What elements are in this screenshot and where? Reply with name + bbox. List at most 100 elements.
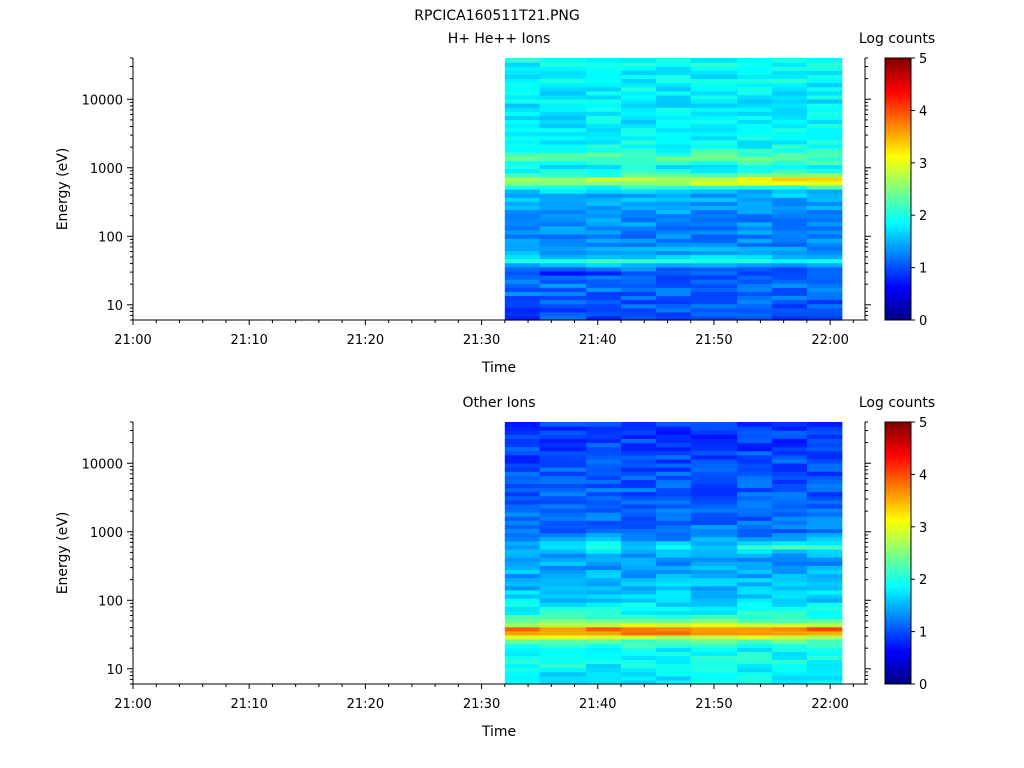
heatmap-cell — [621, 422, 657, 427]
heatmap-cell — [539, 651, 587, 656]
heatmap-cell — [772, 82, 808, 88]
colorbar-swatch — [885, 309, 911, 313]
colorbar-swatch — [885, 144, 911, 148]
heatmap-cell — [737, 58, 773, 63]
heatmap-cell — [504, 593, 541, 599]
heatmap-cell — [690, 679, 738, 685]
heatmap-cell — [690, 135, 738, 141]
heatmap-cell — [806, 479, 843, 484]
heatmap-cell — [539, 643, 587, 648]
colorbar-swatch — [885, 275, 911, 279]
heatmap-cell — [737, 671, 773, 677]
heatmap-cell — [539, 479, 587, 484]
heatmap-cell — [806, 311, 843, 317]
heatmap-cell — [690, 565, 738, 570]
heatmap-cell — [621, 270, 657, 276]
heatmap-cell — [504, 663, 541, 669]
heatmap-cell — [690, 467, 738, 472]
heatmap-cell — [806, 74, 843, 80]
heatmap-cell — [690, 536, 738, 542]
heatmap-cell — [504, 606, 541, 611]
colorbar-swatch — [885, 312, 911, 316]
heatmap-cell — [586, 593, 622, 599]
colorbar-swatch — [885, 317, 911, 321]
heatmap-cell — [539, 569, 587, 575]
heatmap-cell — [806, 225, 843, 231]
heatmap-cell — [772, 201, 808, 206]
heatmap-cell — [690, 520, 738, 525]
heatmap-cell — [504, 548, 541, 554]
heatmap-cell — [655, 225, 692, 231]
heatmap-cell — [737, 626, 773, 632]
heatmap-cell — [539, 78, 587, 84]
heatmap-cell — [690, 532, 738, 538]
heatmap-cell — [539, 503, 587, 509]
heatmap-cell — [586, 446, 622, 452]
heatmap-cell — [690, 643, 738, 648]
heatmap-cell — [655, 176, 692, 182]
colorbar-swatch — [885, 594, 911, 599]
colorbar-swatch — [885, 272, 911, 276]
heatmap-cell — [621, 168, 657, 174]
heatmap-cell — [772, 164, 808, 170]
heatmap-cell — [655, 516, 692, 521]
heatmap-cell — [504, 516, 541, 521]
heatmap-cell — [772, 581, 808, 587]
heatmap-cell — [737, 585, 773, 591]
heatmap-cell — [621, 565, 657, 570]
colorbar-swatch — [885, 92, 911, 96]
heatmap-cell — [504, 160, 541, 166]
heatmap-cell — [690, 160, 738, 166]
heatmap-cell — [737, 168, 773, 174]
heatmap-cell — [737, 66, 773, 71]
heatmap-cell — [504, 258, 541, 264]
heatmap-cell — [504, 634, 541, 640]
heatmap-cell — [586, 279, 622, 284]
heatmap-cell — [586, 82, 622, 88]
heatmap-cell — [690, 569, 738, 575]
heatmap-cell — [690, 307, 738, 313]
heatmap-cell — [539, 103, 587, 108]
heatmap-cell — [621, 274, 657, 280]
heatmap-cell — [690, 242, 738, 247]
heatmap-cell — [806, 103, 843, 108]
heatmap-cell — [737, 610, 773, 615]
heatmap-cell — [690, 311, 738, 317]
heatmap-cell — [621, 442, 657, 448]
heatmap-cell — [621, 213, 657, 219]
heatmap-cell — [655, 675, 692, 681]
colorbar-swatch — [885, 571, 911, 575]
heatmap-cell — [586, 189, 622, 194]
heatmap-cell — [539, 111, 587, 116]
heatmap-cell — [737, 577, 773, 583]
heatmap-cell — [737, 82, 773, 88]
colorbar-swatch — [885, 518, 911, 523]
colorbar-swatch — [885, 223, 911, 227]
heatmap-cell — [621, 438, 657, 444]
heatmap-cell — [655, 495, 692, 501]
heatmap-cell — [586, 606, 622, 611]
colorbar-swatch — [885, 283, 911, 287]
heatmap-cell — [621, 303, 657, 309]
heatmap-cell — [655, 184, 692, 190]
heatmap-cell — [690, 454, 738, 460]
heatmap-cell — [504, 74, 541, 80]
heatmap-cell — [586, 98, 622, 104]
heatmap-cell — [504, 205, 541, 211]
colorbar-swatch — [885, 631, 911, 635]
heatmap-cell — [737, 315, 773, 321]
heatmap-cell — [772, 279, 808, 284]
heatmap-cell — [586, 303, 622, 309]
heatmap-cell — [586, 229, 622, 235]
heatmap-cell — [586, 262, 622, 268]
heatmap-cell — [586, 503, 622, 509]
colorbar-swatch — [885, 128, 911, 132]
heatmap-cell — [772, 299, 808, 305]
heatmap-cell — [539, 197, 587, 202]
heatmap-cell — [586, 107, 622, 112]
heatmap-cell — [772, 589, 808, 595]
heatmap-cell — [772, 479, 808, 484]
heatmap-cell — [539, 426, 587, 431]
colorbar-swatch — [885, 497, 911, 502]
heatmap-cell — [690, 250, 738, 256]
